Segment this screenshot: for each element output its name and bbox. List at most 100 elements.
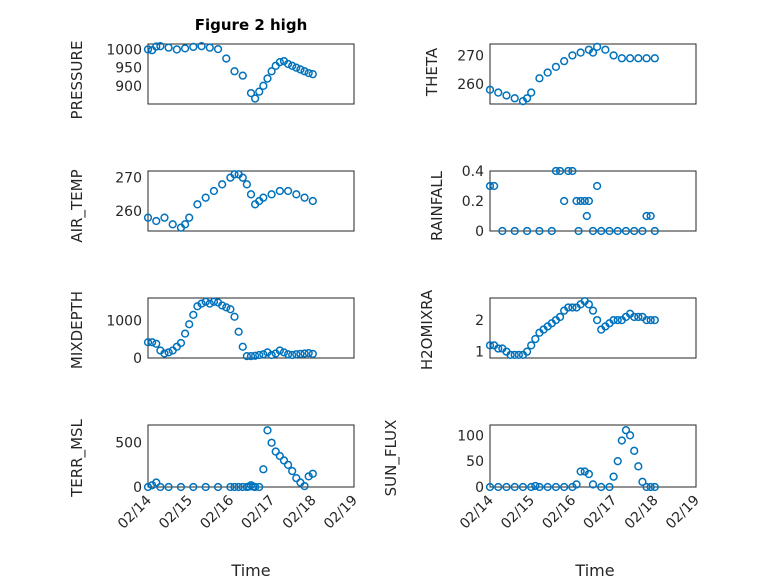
data-point	[250, 94, 260, 103]
data-point	[250, 482, 260, 492]
data-point	[180, 329, 190, 338]
data-point	[143, 45, 153, 54]
data-point	[218, 301, 227, 310]
data-point	[498, 226, 507, 236]
data-point	[613, 226, 622, 236]
data-point	[205, 43, 214, 52]
data-point	[568, 166, 577, 176]
data-point	[650, 315, 659, 325]
data-point	[267, 350, 276, 360]
data-point	[152, 216, 161, 226]
data-point	[271, 447, 280, 456]
data-point	[213, 44, 223, 54]
plot-area	[489, 43, 697, 105]
data-point	[300, 481, 309, 491]
data-point	[259, 465, 268, 474]
data-point	[617, 436, 626, 445]
data-point	[238, 71, 247, 80]
data-point	[263, 426, 272, 435]
data-point	[143, 338, 153, 347]
y-axis-label: H2OMIXRA	[418, 289, 436, 370]
data-point	[304, 348, 313, 358]
data-point	[646, 211, 655, 221]
y-tick-label: 0	[133, 351, 142, 367]
subplot-mixdepth: MIXDEPTH 0 1000	[68, 291, 355, 369]
data-point	[555, 312, 565, 322]
data-point	[522, 94, 532, 103]
data-point	[580, 196, 589, 206]
y-tick-label: 950	[115, 61, 142, 77]
data-point	[588, 48, 598, 57]
data-point	[193, 200, 202, 209]
data-point	[230, 482, 239, 492]
data-point	[592, 181, 602, 191]
data-point	[275, 451, 284, 461]
data-point	[551, 166, 561, 176]
y-tick-label: 270	[115, 171, 142, 187]
data-point	[164, 43, 173, 52]
data-point	[283, 460, 293, 470]
data-point	[630, 312, 639, 322]
data-point	[279, 348, 289, 357]
data-point	[580, 467, 589, 476]
data-point	[197, 42, 206, 51]
data-point	[650, 482, 659, 492]
data-point	[514, 350, 523, 359]
data-point	[176, 482, 186, 492]
subplot-terr-msl: TERR_MSL 0 500 02/14 02/15 02/16 02/17 02/18 02…	[68, 418, 361, 532]
data-point	[568, 51, 577, 60]
plot-area	[147, 170, 355, 232]
data-point	[234, 327, 243, 336]
data-point	[160, 213, 169, 222]
data-point	[300, 67, 309, 76]
data-point	[642, 54, 651, 63]
data-point	[609, 51, 618, 60]
data-point	[156, 42, 165, 51]
subplot-rainfall: RAINFALL 0 0.2 0.4	[428, 164, 697, 241]
y-tick-label: 1000	[106, 314, 142, 330]
y-axis-label: MIXDEPTH	[68, 291, 86, 369]
y-axis-label: AIR_TEMP	[68, 169, 87, 242]
data-point	[283, 59, 293, 69]
data-point	[597, 226, 606, 236]
data-point	[527, 341, 536, 350]
data-point	[152, 478, 161, 487]
data-point	[143, 213, 153, 222]
data-point	[535, 482, 544, 492]
data-point	[209, 186, 219, 196]
data-point	[300, 193, 309, 202]
data-point	[288, 466, 297, 476]
data-point	[518, 482, 528, 492]
data-point	[494, 88, 503, 97]
data-point	[572, 196, 581, 206]
data-point	[230, 312, 239, 321]
data-point	[288, 350, 297, 360]
data-point	[152, 339, 161, 348]
y-tick-label: 500	[115, 436, 142, 452]
data-point	[642, 315, 651, 325]
data-point	[535, 74, 544, 83]
data-point	[588, 480, 598, 489]
data-point	[646, 482, 655, 492]
data-point	[527, 88, 536, 97]
data-point	[543, 68, 552, 77]
y-axis-label: THETA	[423, 47, 441, 97]
data-point	[551, 482, 561, 492]
data-point	[201, 482, 210, 492]
data-point	[568, 303, 577, 312]
data-point	[259, 81, 268, 90]
x-tick-label: 02/17	[581, 493, 621, 533]
data-point	[201, 193, 210, 202]
data-point	[650, 226, 659, 236]
data-point	[597, 482, 606, 492]
data-point	[218, 180, 227, 189]
data-point	[630, 226, 639, 236]
data-point	[185, 320, 194, 329]
data-point	[180, 44, 190, 53]
data-point	[638, 226, 647, 236]
data-point	[613, 315, 622, 325]
data-point	[292, 350, 301, 359]
data-point	[209, 297, 219, 306]
x-tick-label: 02/16	[539, 492, 579, 532]
